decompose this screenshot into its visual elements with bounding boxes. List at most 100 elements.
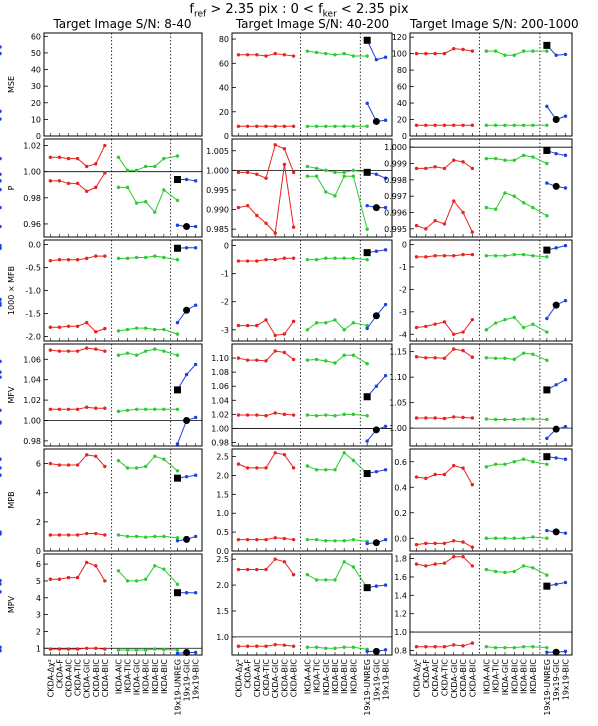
panel-r5-c2-best-circle (552, 648, 560, 656)
panel-r1-c2-red-point-1-6 (470, 230, 475, 234)
panel-r2-c0-red-point-0-6 (103, 254, 107, 258)
panel-r1-c2-green-point-1-0 (484, 205, 489, 210)
panel-r4-c1-ytick-label-0: 0.0 (216, 547, 229, 556)
panel-r2-c1-red-point-0-5 (282, 256, 287, 260)
panel-r4-c0-blue-point-0-2 (193, 473, 198, 477)
panel-r2-c2-red-point-0-5 (461, 252, 465, 257)
panel-r1-c0-ytick-label-0: 0.96 (23, 220, 41, 229)
panel-r1-c2-best-circle (552, 182, 560, 190)
panel-r1-c2-green-point-0-1 (493, 156, 498, 161)
panel-r3-c2-green-point-0-0 (484, 356, 489, 360)
panel-r0-c1-frame (231, 32, 393, 137)
panel-r5-c2-green-point-1-4 (521, 645, 526, 649)
panel-r1-c2-green-point-1-1 (493, 207, 498, 211)
panel-r5-c2-red-point-0-3 (442, 561, 447, 565)
panel-r2-c1-ytick-label-2: -1 (221, 270, 229, 279)
panel-r2-c0-ytick-label-3: -0.5 (25, 264, 41, 273)
panel-r5-c0-green-point-1-4 (153, 647, 157, 651)
panel-r5-c1-red-point-1-2 (255, 644, 259, 648)
panel-r4-c0-blue-point-0-1 (184, 474, 189, 479)
panel-r1-c1-red-point-0-2 (255, 172, 259, 176)
panel-r4-c2-red-point-0-6 (470, 483, 475, 487)
panel-r5-c2-blue-point-0-2 (563, 580, 568, 585)
panel-r0-c1-green-point-0-6 (365, 54, 369, 58)
panel-r4-c1-green-point-0-3 (333, 468, 337, 472)
xlabel-c0-13: 19x19-UNREG (173, 659, 182, 716)
panel-r0-c2-best-circle (552, 116, 560, 124)
panel-r5-c1-red-point-1-3 (264, 644, 268, 648)
panel-r4-c0-red-point-0-2 (66, 463, 71, 467)
panel-r5-c0-green-point-1-1 (125, 648, 130, 652)
xlabel-c0-5: CKDA-BIC (92, 659, 101, 698)
panel-r1-c0-blue-point-1-2 (193, 224, 198, 229)
panel-r1-c0-red-point-1-0 (48, 179, 53, 183)
xlabel-c2-9: IKDA-GIC (501, 659, 510, 696)
panel-r1-c2-green-point-0-0 (484, 156, 489, 161)
panel-r3-c1-green-point-0-0 (305, 358, 310, 362)
panel-r2-c0-green-point-1-0 (116, 329, 121, 333)
panel-r2-c1-green-point-1-1 (314, 321, 319, 325)
panel-r1-c1-blue-point-1-2 (383, 205, 388, 210)
panel-r1-c1-red-point-1-6 (291, 225, 296, 229)
panel-r3-c1-green-point-1-2 (324, 413, 328, 417)
panel-r1-c0-red-point-1-2 (66, 181, 71, 186)
panel-r2-c0-green-point-1-4 (153, 327, 157, 332)
panel-r2-c0-green-point-0-6 (175, 258, 180, 262)
panel-r4-c1-green-point-1-0 (305, 537, 310, 542)
panel-r0-c2-frame (409, 32, 573, 137)
panel-r2-c1-green-point-0-3 (333, 256, 337, 260)
panel-r3-c2-green-point-1-6 (545, 417, 549, 422)
panel-r5-c0-green-point-1-6 (175, 648, 180, 652)
panel-r2-c2-red-point-0-3 (442, 254, 447, 258)
panel-r3-c0-ylabel: MFV (7, 386, 16, 404)
panel-r2-c0-green-point-0-0 (116, 256, 121, 261)
panel-r0-c1-green-point-0-3 (333, 53, 337, 57)
panel-r3-c1-green-point-0-3 (333, 361, 337, 365)
panel-r1-c1-green-point-1-2 (324, 190, 328, 194)
panel-r4-c0-ytick-label-1: 2 (36, 518, 41, 527)
panel-r4-c2-red-point-1-5 (461, 540, 465, 544)
xlabel-c1-5: CKDA-BIC (280, 659, 289, 698)
panel-r4-c0-blue-point-0-3 (0, 473, 2, 477)
panel-r4-c2-green-point-1-2 (503, 536, 507, 540)
panel-r5-c1-best-circle (372, 647, 380, 655)
panel-r0-c2-best-square (543, 41, 551, 49)
panel-r2-c0-best-circle (183, 306, 191, 314)
xlabel-c1-14: 19x19-GIC (372, 659, 381, 702)
panel-r3-c1-blue-point-0-3 (0, 370, 2, 374)
panel-r3-c2-frame (409, 343, 573, 447)
panel-r0-c2-ytick-label-2: 40 (397, 99, 407, 108)
panel-r2-c0-ytick-label-0: -2.0 (25, 332, 41, 341)
panel-r0-c2-green-point-1-0 (484, 123, 489, 127)
panel-r2-c1-green-point-0-6 (365, 257, 369, 262)
panel-r3-c1-best-circle (372, 426, 380, 434)
xlabel-c1-15: 19x19-BIC (382, 659, 391, 701)
panel-r0-c2-green-point-0-3 (512, 53, 516, 57)
panel-r4-c1-ytick-label-1: 0.5 (216, 528, 229, 537)
panel-r5-c0-green-point-0-0 (116, 569, 121, 573)
panel-r1-c2-red-point-0-2 (433, 165, 437, 169)
panel-r0-c1-best-square (363, 36, 371, 44)
panel-r2-c1-green-point-0-0 (305, 257, 310, 262)
panel-r3-c2-best-circle (552, 425, 560, 433)
panel-r5-c1-green-point-1-4 (342, 645, 346, 649)
xlabel-c1-13: 19x19-UNREG (363, 659, 372, 716)
panel-r1-c1-red-point-1-5 (282, 162, 287, 167)
panel-r5-c0-green-point-1-2 (134, 648, 139, 652)
panel-r3-c1-red-point-0-6 (291, 357, 296, 362)
panel-r2-c0-green-point-1-1 (125, 327, 130, 332)
panel-r4-c0-ylabel: MPB (7, 491, 16, 508)
panel-r2-c2-blue-point-0-1 (554, 246, 558, 250)
panel-r2-c2-ytick-label-4: 0 (402, 240, 407, 249)
panel-r1-c0-green-point-0-0 (116, 155, 121, 159)
panel-r0-c2-green-point-1-4 (521, 123, 526, 127)
panel-r4-c2-frame (409, 448, 573, 552)
panel-r4-c0-ytick-label-3: 6 (36, 460, 41, 469)
panel-r5-c0-red-point-0-2 (66, 575, 71, 580)
panel-r5-c1-red-point-0-6 (291, 573, 296, 577)
panel-r2-c1-green-point-1-5 (351, 321, 356, 325)
panel-r1-c0-green-point-0-6 (175, 154, 180, 158)
panel-r5-c1-best-square (363, 584, 371, 592)
panel-r1-c2-green-point-1-3 (512, 194, 516, 198)
xlabel-c2-14: 19x19-GIC (552, 659, 561, 702)
